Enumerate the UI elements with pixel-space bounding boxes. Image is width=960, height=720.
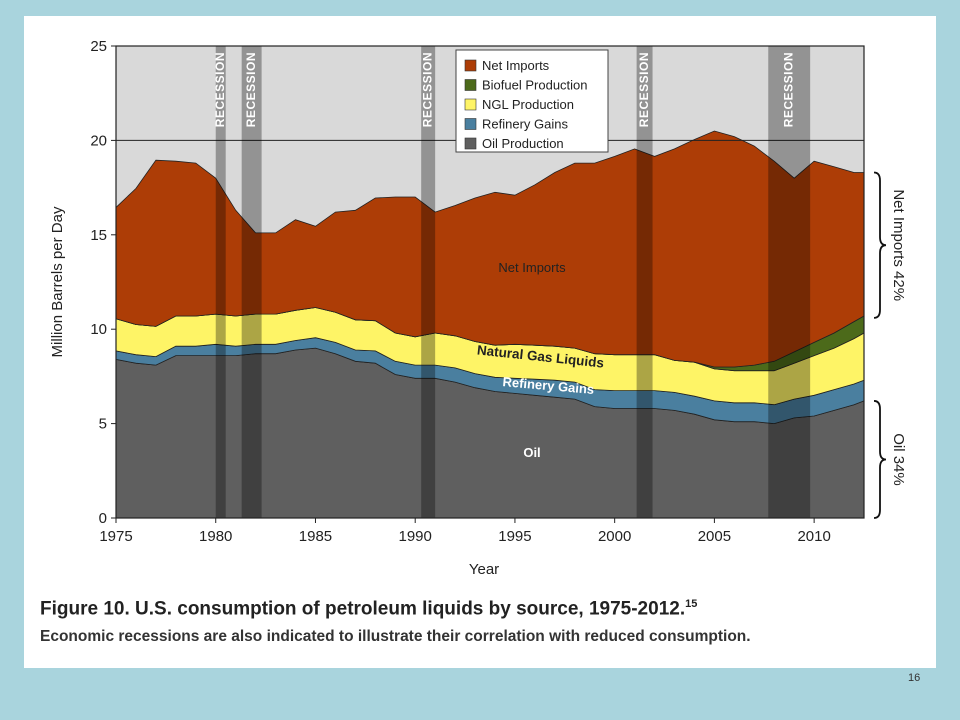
legend-label: NGL Production bbox=[482, 97, 574, 112]
x-tick-label: 1990 bbox=[399, 528, 432, 545]
bracket-label: Oil 34% bbox=[890, 433, 907, 486]
recession-label: RECESSION bbox=[213, 52, 227, 127]
y-tick-label: 0 bbox=[99, 510, 107, 527]
x-tick-label: 1985 bbox=[299, 528, 332, 545]
legend-label: Net Imports bbox=[482, 58, 550, 73]
legend-swatch bbox=[464, 98, 477, 111]
recession-band bbox=[215, 46, 226, 518]
y-tick-label: 10 bbox=[90, 321, 107, 338]
y-tick-label: 5 bbox=[99, 416, 107, 433]
annotation-net-imports: Net Imports bbox=[498, 260, 566, 275]
plot-frame bbox=[115, 45, 865, 519]
x-tick-label: 1995 bbox=[498, 528, 531, 545]
legend-label: Oil Production bbox=[482, 136, 564, 151]
y-tick-label: 25 bbox=[90, 38, 107, 55]
bracket bbox=[873, 171, 887, 319]
x-tick-label: 2010 bbox=[797, 528, 830, 545]
x-tick-label: 2000 bbox=[598, 528, 631, 545]
y-axis-label: Million Barrels per Day bbox=[49, 206, 66, 357]
recession-band bbox=[768, 46, 811, 518]
figure-footnote-mark: 15 bbox=[685, 598, 698, 610]
bracket-label: Net Imports 42% bbox=[890, 189, 907, 301]
recession-band bbox=[636, 46, 653, 518]
chart: RECESSION RECESSION RECESSION RECESSION RECE… bbox=[49, 38, 907, 578]
x-tick-label: 1980 bbox=[199, 528, 232, 545]
y-tick-label: 15 bbox=[90, 227, 107, 244]
recession-band bbox=[241, 46, 262, 518]
legend: Net Imports Biofuel Production NGL Product… bbox=[455, 49, 609, 153]
x-tick-label: 2005 bbox=[698, 528, 731, 545]
recession-label: RECESSION bbox=[420, 52, 434, 127]
legend-label: Refinery Gains bbox=[482, 117, 568, 132]
x-axis-label: Year bbox=[469, 561, 499, 578]
y-tick-label: 20 bbox=[90, 132, 107, 149]
recession-label: RECESSION bbox=[244, 52, 258, 127]
legend-swatch bbox=[464, 79, 477, 91]
legend-swatch bbox=[464, 118, 477, 130]
bracket bbox=[873, 400, 887, 519]
figure-caption-title: Figure 10. U.S. consumption of petroleum… bbox=[40, 598, 697, 620]
legend-label: Biofuel Production bbox=[482, 78, 588, 93]
legend-box bbox=[455, 49, 609, 153]
x-tick-label: 1975 bbox=[99, 528, 132, 545]
recession-band bbox=[421, 46, 436, 518]
slide-number: 16 bbox=[908, 672, 921, 684]
figure-caption-subtitle: Economic recessions are also indicated t… bbox=[40, 628, 751, 645]
slide-card: RECESSION RECESSION RECESSION RECESSION RECE… bbox=[24, 16, 936, 668]
figure-caption-text: Figure 10. U.S. consumption of petroleum… bbox=[40, 598, 686, 620]
recession-label: RECESSION bbox=[781, 52, 795, 127]
annotation-oil: Oil bbox=[523, 445, 540, 460]
legend-swatch bbox=[464, 59, 477, 72]
legend-swatch bbox=[464, 137, 477, 150]
recession-label: RECESSION bbox=[637, 52, 651, 127]
